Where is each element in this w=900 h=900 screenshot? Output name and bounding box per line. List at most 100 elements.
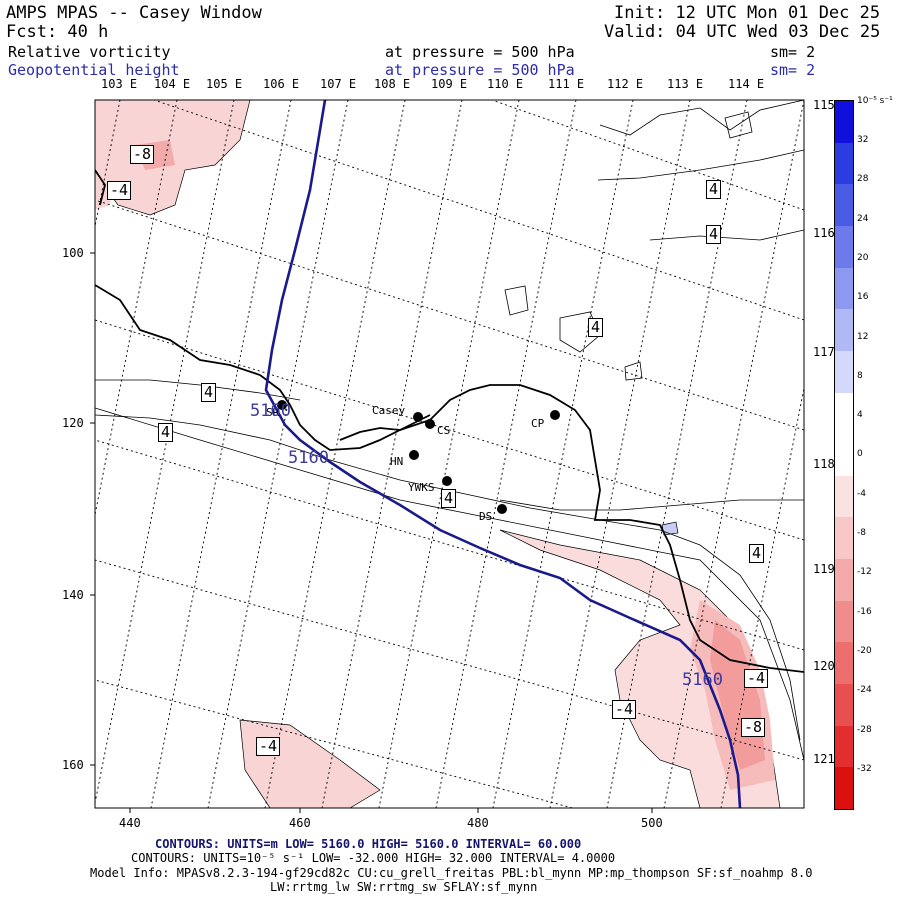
geopotential-height-contour xyxy=(264,100,742,808)
y-axis-label: 140 xyxy=(62,588,84,602)
vorticity-label: 4 xyxy=(706,225,722,244)
x-axis-label: 440 xyxy=(119,816,141,830)
vorticity-label: 4 xyxy=(749,544,765,563)
colorbar-cell xyxy=(835,434,853,476)
vorticity-label: -8 xyxy=(130,145,155,164)
station-dot-ds xyxy=(497,504,507,514)
x-axis-label: 460 xyxy=(289,816,311,830)
colorbar-cell xyxy=(835,767,853,809)
colorbar-cell xyxy=(835,225,853,268)
colorbar-label: 8 xyxy=(857,370,863,381)
colorbar-label: -32 xyxy=(857,763,872,774)
station-label-ywks: YWKS xyxy=(408,481,435,494)
x-axis-label: 500 xyxy=(641,816,663,830)
lon-label-top: 103 E xyxy=(101,77,138,91)
colorbar-label: 12 xyxy=(857,331,869,342)
x-axis-label: 480 xyxy=(467,816,489,830)
colorbar-label: 20 xyxy=(857,252,869,263)
station-dot-hn xyxy=(409,450,419,460)
plot-title: AMPS MPAS -- Casey Window xyxy=(6,3,262,23)
footer-contours-height: CONTOURS: UNITS=m LOW= 5160.0 HIGH= 5160… xyxy=(155,837,582,851)
stations xyxy=(277,400,560,514)
colorbar-label: 28 xyxy=(857,174,869,185)
colorbar-label: -28 xyxy=(857,724,872,735)
y-axis-label: 120 xyxy=(62,416,84,430)
height-label: 5160 xyxy=(250,401,291,421)
field1-pressure: at pressure = 500 hPa xyxy=(385,43,575,61)
station-dot-cp xyxy=(550,410,560,420)
latlon-grid xyxy=(95,100,804,808)
station-dot-casey xyxy=(413,412,423,422)
vorticity-contours xyxy=(95,100,804,761)
lon-label-top: 113 E xyxy=(667,77,704,91)
colorbar-label: -8 xyxy=(857,528,866,538)
lon-label-top: 104 E xyxy=(154,77,191,91)
vorticity-label: 4 xyxy=(706,180,722,199)
vorticity-label: -8 xyxy=(741,718,766,737)
vorticity-label: -4 xyxy=(744,669,769,688)
lon-label-top: 106 E xyxy=(263,77,300,91)
colorbar-label: 16 xyxy=(857,292,869,303)
station-label-cs: CS xyxy=(437,424,451,437)
vorticity-label: 4 xyxy=(201,383,217,402)
lon-label-top: 108 E xyxy=(374,77,411,91)
station-label-casey: Casey xyxy=(372,404,406,417)
field1-name: Relative vorticity xyxy=(8,43,171,61)
colorbar-cell xyxy=(835,184,853,226)
colorbar-label: -12 xyxy=(857,567,872,578)
forecast-hour: Fcst: 40 h xyxy=(6,22,109,42)
colorbar-cell xyxy=(835,725,853,768)
map-frame xyxy=(94,99,805,809)
lon-label-top: 114 E xyxy=(728,77,765,91)
colorbar-cell xyxy=(835,309,853,351)
vorticity-label: 4 xyxy=(158,423,174,442)
station-label-ds: DS xyxy=(479,510,493,523)
colorbar-label: 4 xyxy=(857,410,863,421)
field2-pressure: at pressure = 500 hPa xyxy=(385,61,575,79)
colorbar-cell xyxy=(835,267,853,310)
valid-time: Valid: 04 UTC Wed 03 Dec 25 xyxy=(604,22,881,42)
colorbar-label: 24 xyxy=(857,213,869,224)
height-label: 5160 xyxy=(682,670,723,690)
vorticity-label: -4 xyxy=(256,737,281,756)
field2-name: Geopotential height xyxy=(8,61,180,79)
lon-label-top: 105 E xyxy=(206,77,243,91)
colorbar-cell xyxy=(835,684,853,726)
init-time: Init: 12 UTC Mon 01 Dec 25 xyxy=(614,3,881,23)
colorbar-cell xyxy=(835,517,853,560)
colorbar-label: -20 xyxy=(857,645,872,656)
field1-smoothing: sm= 2 xyxy=(770,43,816,61)
colorbar-label: 0 xyxy=(857,449,863,460)
colorbar-unit: 10⁻⁵ s⁻¹ xyxy=(857,96,893,106)
footer-contours-vorticity: CONTOURS: UNITS=10⁻⁵ s⁻¹ LOW= -32.000 HI… xyxy=(131,851,616,865)
colorbar-cell xyxy=(835,101,853,143)
station-label-sr: SR xyxy=(266,406,280,419)
vorticity-label: -4 xyxy=(107,181,132,200)
y-axis-label: 100 xyxy=(62,246,84,260)
colorbar-label: -16 xyxy=(857,606,872,617)
station-dot-ywks xyxy=(442,476,452,486)
height-label: 5160 xyxy=(288,448,329,468)
station-dot-sr xyxy=(277,400,287,410)
colorbar-cell xyxy=(835,559,853,601)
station-label-hn: HN xyxy=(390,455,404,468)
lon-label-top: 109 E xyxy=(431,77,468,91)
colorbar-label: -4 xyxy=(857,488,866,499)
colorbar-cell xyxy=(835,142,853,185)
colorbar-cell xyxy=(835,392,853,435)
field2-smoothing: sm= 2 xyxy=(770,61,816,79)
colorbar-label: -24 xyxy=(857,685,872,696)
vorticity-label: 4 xyxy=(588,318,604,337)
vorticity-label: 4 xyxy=(441,489,457,508)
lon-label-top: 112 E xyxy=(607,77,644,91)
colorbar xyxy=(834,100,854,810)
lon-label-top: 110 E xyxy=(487,77,524,91)
footer-model-info: Model Info: MPASv8.2.3-194-gf29cd82c CU:… xyxy=(90,866,813,880)
colorbar-cell xyxy=(835,475,853,518)
footer-model-info-2: LW:rrtmg_lw SW:rrtmg_sw SFLAY:sf_mynn xyxy=(270,880,538,894)
station-dot-cs xyxy=(425,419,435,429)
vorticity-label: -4 xyxy=(612,700,637,719)
colorbar-label: 32 xyxy=(857,135,869,145)
lon-label-top: 111 E xyxy=(548,77,585,91)
